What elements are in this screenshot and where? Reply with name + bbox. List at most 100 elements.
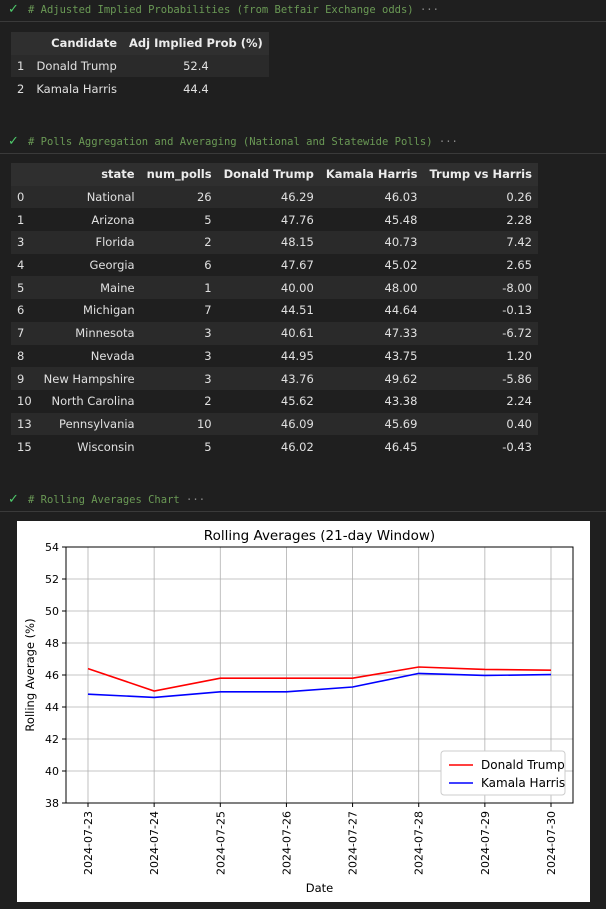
row-index: 8	[11, 344, 38, 368]
table-cell-num: 5	[140, 208, 218, 232]
y-tick-label: 54	[45, 541, 59, 554]
x-tick-label: 2024-07-29	[479, 811, 492, 875]
row-index: 0	[11, 185, 38, 209]
table-cell-diff: -0.43	[423, 435, 538, 458]
x-tick-label: 2024-07-24	[148, 811, 161, 875]
cell-code: # Rolling Averages Chart ···	[28, 494, 206, 506]
table-cell-trump: 46.09	[217, 412, 320, 436]
index-header	[11, 32, 31, 55]
table-cell-diff: 0.40	[423, 412, 538, 436]
y-tick-label: 48	[45, 637, 59, 650]
table-row: 7 Minnesota 3 40.61 47.33 -6.72	[11, 321, 538, 345]
y-tick-label: 46	[45, 669, 59, 682]
table-row: 0 National 26 46.29 46.03 0.26	[11, 185, 538, 209]
table-cell-candidate: Donald Trump	[30, 54, 123, 78]
y-axis-label: Rolling Average (%)	[23, 618, 37, 731]
table-cell-candidate: Kamala Harris	[30, 77, 123, 101]
table-cell-trump: 45.62	[217, 389, 320, 413]
table-cell-harris: 45.02	[319, 253, 424, 277]
table-cell-harris: 45.48	[319, 208, 424, 232]
check-icon: ✓	[8, 492, 19, 507]
table-header-row: Candidate Adj Implied Prob (%)	[11, 32, 269, 55]
table-row: 15 Wisconsin 5 46.02 46.45 -0.43	[11, 435, 538, 458]
table-row: 9 New Hampshire 3 43.76 49.62 -5.86	[11, 367, 538, 390]
table-cell-num: 3	[140, 321, 218, 345]
column-header: Candidate	[30, 32, 123, 55]
cell-header-polls[interactable]: ✓ # Polls Aggregation and Averaging (Nat…	[0, 132, 606, 154]
table-row: 4 Georgia 6 47.67 45.02 2.65	[11, 253, 538, 277]
x-tick-label: 2024-07-25	[214, 811, 227, 875]
row-index: 3	[11, 231, 38, 254]
more-icon: ···	[438, 136, 458, 148]
y-tick-label: 40	[45, 765, 59, 778]
row-index: 5	[11, 276, 38, 300]
more-icon: ···	[419, 4, 439, 16]
row-index: 7	[11, 321, 38, 345]
table-cell-state: Pennsylvania	[37, 412, 141, 436]
cell-header-probabilities[interactable]: ✓ # Adjusted Implied Probabilities (from…	[0, 0, 606, 22]
cell-code: # Adjusted Implied Probabilities (from B…	[28, 4, 439, 16]
row-index: 4	[11, 253, 38, 277]
y-tick-label: 38	[45, 797, 59, 810]
y-tick-label: 50	[45, 605, 59, 618]
table-cell-state: Florida	[37, 231, 141, 254]
table-cell-diff: 1.20	[423, 344, 538, 368]
legend-label: Donald Trump	[481, 758, 565, 772]
table-cell-num: 2	[140, 389, 218, 413]
column-header: Trump vs Harris	[423, 163, 538, 186]
table-row: 2 Kamala Harris 44.4	[11, 77, 269, 101]
table-cell-num: 3	[140, 367, 218, 390]
table-cell-diff: -6.72	[423, 321, 538, 345]
column-header: num_polls	[140, 163, 218, 186]
row-index: 1	[11, 208, 38, 232]
table-cell-prob: 44.4	[123, 77, 269, 101]
table-row: 5 Maine 1 40.00 48.00 -8.00	[11, 276, 538, 300]
check-icon: ✓	[8, 134, 19, 149]
rolling-averages-chart: 38 40 42 44 46 48 50 52 54 2024-07-23 2024-07-24 20…	[17, 521, 590, 902]
series-line-kamala-harris	[87, 672, 552, 699]
table-cell-num: 5	[140, 435, 218, 458]
row-index: 2	[11, 77, 31, 101]
column-header: Adj Implied Prob (%)	[123, 32, 269, 55]
table-cell-state: Wisconsin	[37, 435, 141, 458]
table-cell-harris: 44.64	[319, 299, 424, 322]
table-cell-num: 26	[140, 185, 218, 209]
table-cell-trump: 48.15	[217, 231, 320, 254]
table-cell-trump: 43.76	[217, 367, 320, 390]
table-cell-trump: 44.95	[217, 344, 320, 368]
table-row: 3 Florida 2 48.15 40.73 7.42	[11, 231, 538, 254]
table-cell-diff: 2.28	[423, 208, 538, 232]
table-cell-trump: 40.61	[217, 321, 320, 345]
table-cell-state: New Hampshire	[37, 367, 141, 390]
x-tick-label: 2024-07-28	[413, 811, 426, 875]
table-cell-num: 6	[140, 253, 218, 277]
row-index: 1	[11, 54, 31, 78]
row-index: 13	[11, 412, 38, 436]
table-cell-trump: 46.02	[217, 435, 320, 458]
y-tick-label: 52	[45, 573, 59, 586]
table-cell-state: Michigan	[37, 299, 141, 322]
table-cell-num: 3	[140, 344, 218, 368]
table-cell-harris: 40.73	[319, 231, 424, 254]
row-index: 10	[11, 389, 38, 413]
table-row: 1 Arizona 5 47.76 45.48 2.28	[11, 208, 538, 232]
table-cell-state: Nevada	[37, 344, 141, 368]
row-index: 6	[11, 299, 38, 322]
probabilities-table: Candidate Adj Implied Prob (%) 1 Donald T…	[11, 32, 269, 101]
cell-header-chart[interactable]: ✓ # Rolling Averages Chart ···	[0, 490, 606, 512]
table-cell-harris: 47.33	[319, 321, 424, 345]
table-cell-trump: 44.51	[217, 299, 320, 322]
y-tick-label: 44	[45, 701, 59, 714]
table-cell-harris: 46.03	[319, 185, 424, 209]
table-cell-diff: 2.65	[423, 253, 538, 277]
table-header-row: state num_polls Donald Trump Kamala Harr…	[11, 163, 538, 186]
column-header: state	[37, 163, 141, 186]
table-cell-trump: 47.76	[217, 208, 320, 232]
cell-code: # Polls Aggregation and Averaging (Natio…	[28, 136, 458, 148]
table-cell-harris: 45.69	[319, 412, 424, 436]
table-cell-state: Arizona	[37, 208, 141, 232]
table-cell-state: National	[37, 185, 141, 209]
table-cell-diff: 2.24	[423, 389, 538, 413]
table-cell-num: 7	[140, 299, 218, 322]
table-cell-trump: 46.29	[217, 185, 320, 209]
